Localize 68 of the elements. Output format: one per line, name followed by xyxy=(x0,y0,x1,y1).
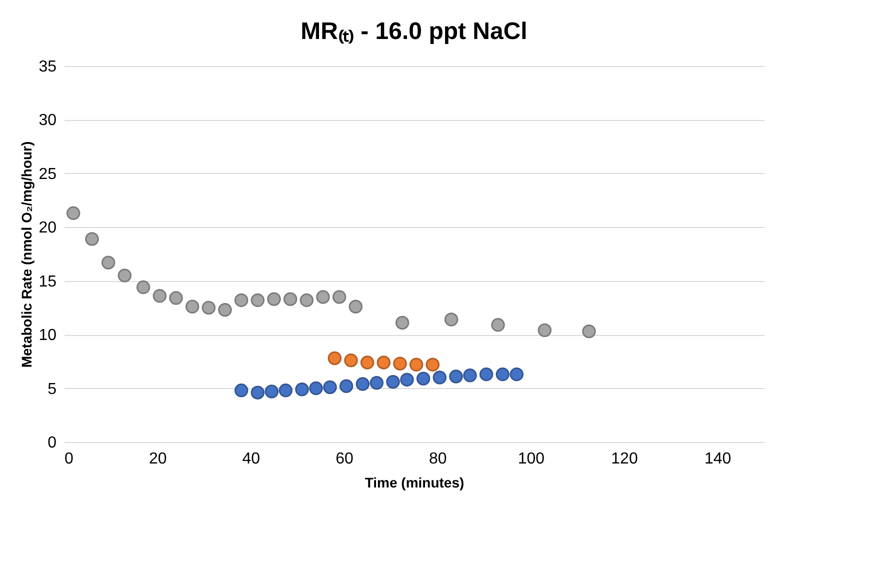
point xyxy=(250,293,265,308)
point xyxy=(449,370,463,384)
y-tick-label: 30 xyxy=(38,112,57,130)
y-tick-label: 5 xyxy=(48,380,57,398)
point xyxy=(538,323,552,338)
point xyxy=(152,289,167,303)
point xyxy=(250,386,265,400)
point xyxy=(202,300,216,315)
point xyxy=(185,300,200,314)
x-tick-label: 0 xyxy=(64,450,74,468)
point xyxy=(85,232,99,246)
point xyxy=(444,312,458,326)
point xyxy=(491,318,505,332)
point xyxy=(339,379,354,393)
x-axis-title: Time (minutes) xyxy=(364,474,464,490)
point xyxy=(234,293,248,308)
x-tick-label: 60 xyxy=(336,450,354,468)
y-tick-label: 15 xyxy=(38,273,57,290)
point xyxy=(510,367,524,382)
point xyxy=(300,293,314,308)
x-tick-label: 20 xyxy=(148,450,167,468)
x-tick-label: 100 xyxy=(518,450,545,468)
point xyxy=(332,290,346,304)
point xyxy=(66,206,80,220)
point xyxy=(234,384,248,398)
y-axis-title: Metabolic Rate (nmol O₂/mg/hour) xyxy=(18,141,35,368)
point xyxy=(278,384,293,398)
x-tick-label: 140 xyxy=(704,450,732,468)
point xyxy=(316,290,330,304)
y-tick-label: 20 xyxy=(38,220,57,237)
point xyxy=(118,268,132,282)
y-tick-label: 10 xyxy=(38,327,57,344)
chart-title: MR₍ₜ₎ - 16.0 ppt NaCl xyxy=(300,18,528,45)
point xyxy=(409,358,424,372)
point xyxy=(496,367,510,382)
point xyxy=(376,356,391,370)
point xyxy=(169,291,183,305)
point xyxy=(370,376,384,390)
point xyxy=(395,316,410,330)
point xyxy=(479,367,494,382)
point xyxy=(136,280,150,294)
point xyxy=(393,356,407,370)
point xyxy=(328,351,342,366)
y-tick-label: 35 xyxy=(38,58,57,76)
point xyxy=(582,324,596,338)
point xyxy=(283,292,298,306)
point xyxy=(101,256,116,270)
point xyxy=(416,372,430,386)
point xyxy=(348,300,363,314)
point xyxy=(267,292,281,306)
point xyxy=(432,370,447,384)
point xyxy=(295,382,309,396)
point xyxy=(264,384,279,398)
x-tick-label: 80 xyxy=(428,450,447,468)
y-tick-label: 25 xyxy=(38,166,57,183)
y-tick-label: 0 xyxy=(48,434,57,452)
point xyxy=(360,356,374,370)
point xyxy=(426,358,440,372)
point xyxy=(400,372,414,387)
point xyxy=(218,303,232,317)
x-tick-label: 40 xyxy=(242,450,260,468)
point xyxy=(386,374,400,389)
point xyxy=(356,377,370,391)
point xyxy=(309,381,323,396)
point xyxy=(323,380,337,394)
point xyxy=(344,353,358,368)
point xyxy=(463,368,477,382)
x-tick-label: 120 xyxy=(611,450,638,468)
